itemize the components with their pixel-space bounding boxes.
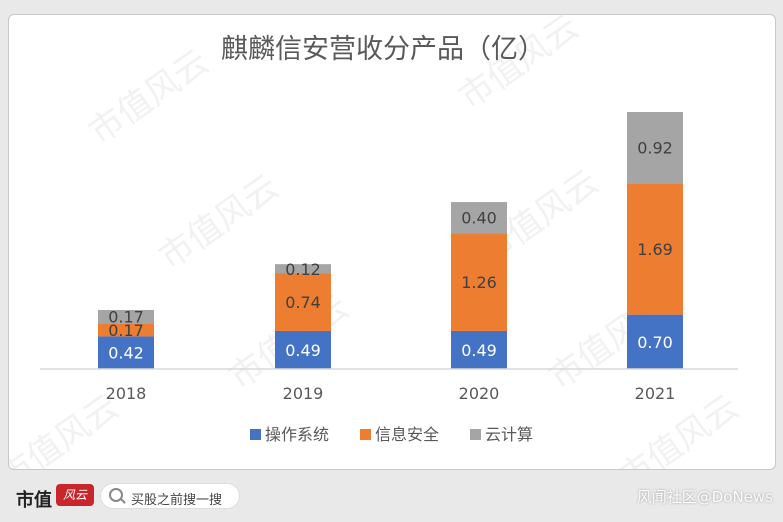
data-label: 0.40 <box>461 209 497 228</box>
x-tick-label: 2019 <box>283 384 324 403</box>
data-label: 0.49 <box>285 341 321 360</box>
data-label: 0.49 <box>461 341 497 360</box>
legend-label: 云计算 <box>485 425 533 444</box>
bar-2019-操作系统 <box>275 330 331 369</box>
bar-2018-操作系统 <box>98 336 154 369</box>
legend-label: 信息安全 <box>375 425 439 444</box>
data-label: 0.17 <box>108 308 144 327</box>
legend-swatch <box>250 429 261 440</box>
search-placeholder: 买股之前搜一搜 <box>131 493 223 508</box>
data-label: 1.69 <box>637 240 673 259</box>
data-label: 0.42 <box>108 344 144 363</box>
data-label: 1.26 <box>461 273 497 292</box>
source-credit: 风闻社区@DoNews <box>636 488 773 506</box>
x-tick-label: 2018 <box>106 384 147 403</box>
bar-2019-信息安全 <box>275 273 331 331</box>
legend-label: 操作系统 <box>265 425 329 444</box>
brand-logo: 风云 <box>56 484 94 506</box>
bar-2020-信息安全 <box>451 233 507 331</box>
bar-2020-云计算 <box>451 202 507 234</box>
x-tick-label: 2021 <box>635 384 676 403</box>
bar-2021-云计算 <box>627 112 683 184</box>
data-label: 0.70 <box>637 333 673 352</box>
legend-swatch <box>360 429 371 440</box>
legend: 操作系统 信息安全 云计算 <box>250 425 533 444</box>
bar-2019-云计算 <box>275 264 331 274</box>
bar-2018-云计算 <box>98 309 154 324</box>
brand-name: 市值 <box>16 490 52 511</box>
stacked-bar-chart: 麒麟信安营收分产品（亿） 0.42 0.170.17 0.49 0.74 0.12 0.4… <box>40 34 738 444</box>
bar-2018-信息安全 <box>98 323 154 337</box>
data-label: 0.92 <box>637 139 673 158</box>
data-label: 0.12 <box>285 260 321 279</box>
x-tick-label: 2020 <box>459 384 500 403</box>
bar-2021-信息安全 <box>627 183 683 315</box>
legend-swatch <box>470 429 481 440</box>
data-label: 0.17 <box>108 321 144 340</box>
bar-2021-操作系统 <box>627 314 683 369</box>
search-box[interactable]: 买股之前搜一搜 <box>100 483 240 509</box>
search-icon <box>109 488 123 502</box>
bar-2020-操作系统 <box>451 330 507 369</box>
footer-bar: 市值 风云 买股之前搜一搜 风闻社区@DoNews <box>0 470 783 522</box>
chart-title: 麒麟信安营收分产品（亿） <box>221 34 545 65</box>
data-label: 0.74 <box>285 293 321 312</box>
